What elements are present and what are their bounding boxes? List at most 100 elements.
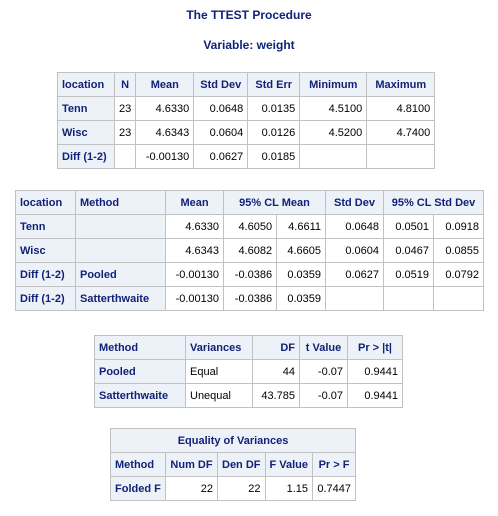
cell: 23 bbox=[113, 96, 137, 121]
cell: 0.0359 bbox=[276, 262, 326, 287]
row-header: Folded F bbox=[110, 476, 166, 501]
table-header-row: location Method Mean 95% CL Mean Std Dev… bbox=[15, 190, 484, 215]
cell: 4.6605 bbox=[276, 238, 326, 263]
cell: 4.6082 bbox=[222, 238, 278, 263]
row-header: Satterthwaite bbox=[75, 286, 166, 311]
col-header: Method bbox=[75, 190, 166, 215]
col-header: Mean bbox=[165, 190, 224, 215]
col-header: location bbox=[15, 190, 76, 215]
col-header: Den DF bbox=[217, 452, 266, 477]
table-row: Tenn 23 4.6330 0.0648 0.0135 4.5100 4.81… bbox=[57, 96, 436, 121]
cell: -0.07 bbox=[299, 359, 348, 384]
cell: 43.785 bbox=[252, 383, 300, 408]
cell: 4.7400 bbox=[366, 120, 436, 145]
col-header: Pr > |t| bbox=[347, 335, 403, 360]
cell: 0.9441 bbox=[347, 383, 403, 408]
cell: 0.0135 bbox=[247, 96, 301, 121]
col-header: Maximum bbox=[366, 72, 436, 97]
col-header: Std Dev bbox=[325, 190, 384, 215]
cell: 0.0359 bbox=[276, 286, 326, 311]
cell: 44 bbox=[252, 359, 300, 384]
table-row: Tenn 4.6330 4.6050 4.6611 0.0648 0.0501 … bbox=[15, 214, 484, 239]
cell: -0.0386 bbox=[222, 286, 278, 311]
row-header: Satterthwaite bbox=[94, 383, 186, 408]
col-header: F Value bbox=[264, 452, 314, 477]
cell: 0.0126 bbox=[247, 120, 301, 145]
table-row: Wisc 23 4.6343 0.0604 0.0126 4.5200 4.74… bbox=[57, 120, 436, 145]
cell bbox=[433, 286, 484, 311]
row-header: Pooled bbox=[75, 262, 166, 287]
cell: 0.0627 bbox=[325, 262, 384, 287]
cell bbox=[366, 144, 436, 169]
row-header: Tenn bbox=[57, 96, 115, 121]
table-title: Equality of Variances bbox=[109, 428, 357, 453]
cell: 4.6330 bbox=[135, 96, 195, 121]
col-header: DF bbox=[252, 335, 300, 360]
cell: 0.9441 bbox=[347, 359, 403, 384]
table-row: Folded F 22 22 1.15 0.7447 bbox=[110, 476, 357, 501]
cell: 4.6050 bbox=[222, 214, 278, 239]
col-header: Std Dev bbox=[193, 72, 249, 97]
table-title-row: Equality of Variances bbox=[109, 428, 357, 453]
row-header: Wisc bbox=[57, 120, 115, 145]
col-header: N bbox=[113, 72, 137, 97]
table-row: Wisc 4.6343 4.6082 4.6605 0.0604 0.0467 … bbox=[15, 238, 484, 263]
col-header: location bbox=[57, 72, 115, 97]
procedure-title: The TTEST Procedure bbox=[186, 8, 312, 22]
cell: 22 bbox=[165, 476, 218, 501]
cell: 4.6343 bbox=[135, 120, 195, 145]
cell: -0.00130 bbox=[165, 262, 224, 287]
table-row: Diff (1-2) -0.00130 0.0627 0.0185 bbox=[57, 144, 436, 169]
row-header: Wisc bbox=[15, 238, 76, 263]
cell: 0.0501 bbox=[383, 214, 434, 239]
cell: 0.0918 bbox=[433, 214, 484, 239]
cell: 4.6343 bbox=[165, 238, 224, 263]
table-row: Pooled Equal 44 -0.07 0.9441 bbox=[94, 359, 403, 384]
cell: 0.0648 bbox=[193, 96, 249, 121]
confidence-limits-table: location Method Mean 95% CL Mean Std Dev… bbox=[15, 190, 484, 311]
ttest-table: Method Variances DF t Value Pr > |t| Poo… bbox=[94, 335, 403, 408]
col-header: Variances bbox=[185, 335, 253, 360]
table-row: Diff (1-2) Pooled -0.00130 -0.0386 0.035… bbox=[15, 262, 484, 287]
col-header: Std Err bbox=[247, 72, 301, 97]
row-header: Diff (1-2) bbox=[15, 286, 76, 311]
cell: 4.5200 bbox=[299, 120, 368, 145]
col-header: Mean bbox=[135, 72, 195, 97]
cell: 0.0604 bbox=[325, 238, 384, 263]
cell: 0.0185 bbox=[247, 144, 301, 169]
cell: 4.5100 bbox=[299, 96, 368, 121]
cell: 0.0648 bbox=[325, 214, 384, 239]
col-header: Minimum bbox=[299, 72, 368, 97]
equality-of-variances-table: Equality of Variances Method Num DF Den … bbox=[109, 428, 357, 501]
variable-title: Variable: weight bbox=[203, 38, 295, 52]
table-row: Satterthwaite Unequal 43.785 -0.07 0.944… bbox=[94, 383, 403, 408]
cell: 0.0792 bbox=[433, 262, 484, 287]
row-header bbox=[75, 238, 166, 263]
table-header-row: Method Variances DF t Value Pr > |t| bbox=[94, 335, 403, 360]
table-header-row: location N Mean Std Dev Std Err Minimum … bbox=[57, 72, 436, 97]
cell: 22 bbox=[217, 476, 266, 501]
col-header: Method bbox=[110, 452, 166, 477]
cell: 0.0855 bbox=[433, 238, 484, 263]
cell: -0.00130 bbox=[135, 144, 195, 169]
col-header: Method bbox=[94, 335, 186, 360]
cell: Equal bbox=[185, 359, 253, 384]
col-header: 95% CL Std Dev bbox=[383, 190, 484, 215]
cell: 4.8100 bbox=[366, 96, 436, 121]
cell bbox=[325, 286, 384, 311]
cell: -0.07 bbox=[299, 383, 348, 408]
cell: 0.0519 bbox=[383, 262, 434, 287]
cell: 4.6611 bbox=[276, 214, 326, 239]
statistics-table: location N Mean Std Dev Std Err Minimum … bbox=[57, 72, 436, 169]
cell bbox=[113, 144, 137, 169]
cell bbox=[299, 144, 368, 169]
cell: 0.0627 bbox=[193, 144, 249, 169]
col-header: 95% CL Mean bbox=[223, 190, 326, 215]
table-header-row: Method Num DF Den DF F Value Pr > F bbox=[110, 452, 357, 477]
cell: 0.0604 bbox=[193, 120, 249, 145]
cell: 4.6330 bbox=[165, 214, 224, 239]
cell: 0.7447 bbox=[312, 476, 357, 501]
cell bbox=[383, 286, 434, 311]
col-header: Pr > F bbox=[312, 452, 357, 477]
cell: 1.15 bbox=[264, 476, 314, 501]
